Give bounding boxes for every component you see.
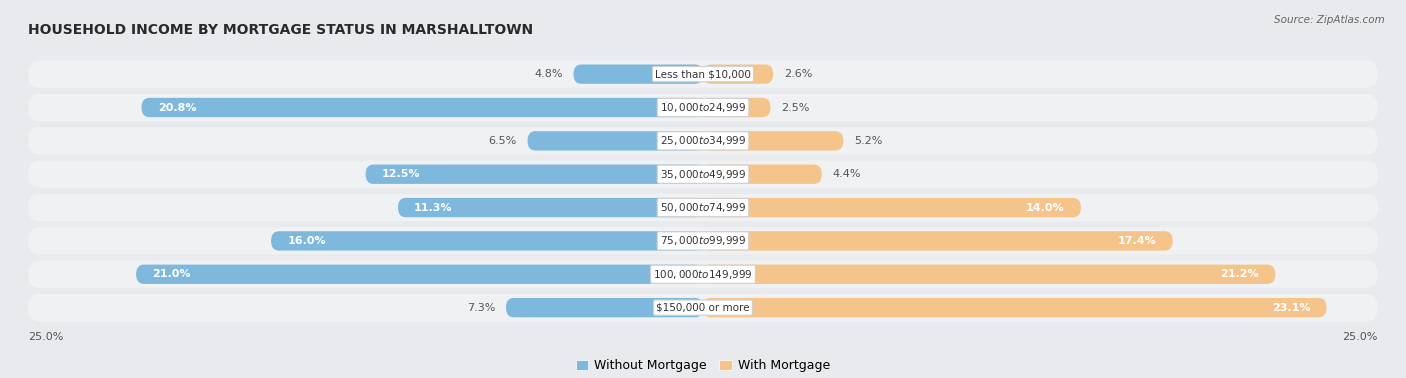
FancyBboxPatch shape xyxy=(703,265,1275,284)
FancyBboxPatch shape xyxy=(28,127,1378,155)
FancyBboxPatch shape xyxy=(703,198,1081,217)
Text: HOUSEHOLD INCOME BY MORTGAGE STATUS IN MARSHALLTOWN: HOUSEHOLD INCOME BY MORTGAGE STATUS IN M… xyxy=(28,23,533,37)
FancyBboxPatch shape xyxy=(506,298,703,317)
Text: $50,000 to $74,999: $50,000 to $74,999 xyxy=(659,201,747,214)
FancyBboxPatch shape xyxy=(28,161,1378,188)
Text: $25,000 to $34,999: $25,000 to $34,999 xyxy=(659,134,747,147)
FancyBboxPatch shape xyxy=(703,98,770,117)
Text: 2.6%: 2.6% xyxy=(785,69,813,79)
FancyBboxPatch shape xyxy=(271,231,703,251)
Legend: Without Mortgage, With Mortgage: Without Mortgage, With Mortgage xyxy=(571,355,835,377)
FancyBboxPatch shape xyxy=(703,131,844,150)
Text: 20.8%: 20.8% xyxy=(157,102,197,113)
Text: 25.0%: 25.0% xyxy=(1343,332,1378,342)
FancyBboxPatch shape xyxy=(703,231,1173,251)
FancyBboxPatch shape xyxy=(28,294,1378,321)
Text: 12.5%: 12.5% xyxy=(382,169,420,179)
Text: 11.3%: 11.3% xyxy=(415,203,453,212)
FancyBboxPatch shape xyxy=(527,131,703,150)
Text: $10,000 to $24,999: $10,000 to $24,999 xyxy=(659,101,747,114)
FancyBboxPatch shape xyxy=(136,265,703,284)
Text: 4.4%: 4.4% xyxy=(832,169,860,179)
FancyBboxPatch shape xyxy=(703,164,821,184)
Text: Less than $10,000: Less than $10,000 xyxy=(655,69,751,79)
Text: 25.0%: 25.0% xyxy=(28,332,63,342)
Text: 4.8%: 4.8% xyxy=(534,69,562,79)
Text: 21.0%: 21.0% xyxy=(152,269,191,279)
FancyBboxPatch shape xyxy=(28,60,1378,88)
Text: $35,000 to $49,999: $35,000 to $49,999 xyxy=(659,168,747,181)
Text: $75,000 to $99,999: $75,000 to $99,999 xyxy=(659,234,747,248)
Text: 5.2%: 5.2% xyxy=(855,136,883,146)
FancyBboxPatch shape xyxy=(398,198,703,217)
Text: 17.4%: 17.4% xyxy=(1118,236,1157,246)
Text: 23.1%: 23.1% xyxy=(1272,303,1310,313)
FancyBboxPatch shape xyxy=(366,164,703,184)
Text: 14.0%: 14.0% xyxy=(1026,203,1064,212)
FancyBboxPatch shape xyxy=(574,65,703,84)
FancyBboxPatch shape xyxy=(703,298,1327,317)
FancyBboxPatch shape xyxy=(142,98,703,117)
FancyBboxPatch shape xyxy=(28,194,1378,221)
FancyBboxPatch shape xyxy=(28,94,1378,121)
Text: 2.5%: 2.5% xyxy=(782,102,810,113)
Text: Source: ZipAtlas.com: Source: ZipAtlas.com xyxy=(1274,15,1385,25)
Text: 6.5%: 6.5% xyxy=(488,136,517,146)
FancyBboxPatch shape xyxy=(703,65,773,84)
FancyBboxPatch shape xyxy=(28,227,1378,255)
Text: $150,000 or more: $150,000 or more xyxy=(657,303,749,313)
Text: 16.0%: 16.0% xyxy=(287,236,326,246)
Text: $100,000 to $149,999: $100,000 to $149,999 xyxy=(654,268,752,281)
Text: 21.2%: 21.2% xyxy=(1220,269,1260,279)
Text: 7.3%: 7.3% xyxy=(467,303,495,313)
FancyBboxPatch shape xyxy=(28,260,1378,288)
